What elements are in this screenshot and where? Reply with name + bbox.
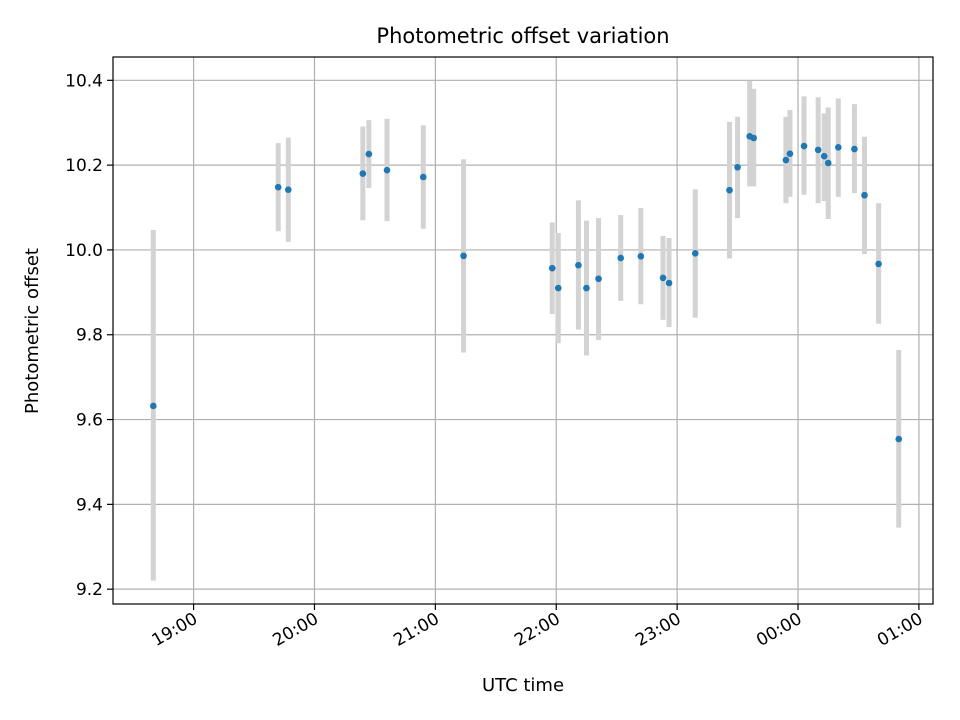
data-point [820,152,828,160]
data-point [274,183,282,191]
data-point [365,150,373,158]
data-points [149,132,903,443]
error-bars [150,81,902,581]
data-point [782,156,790,164]
y-tick-label: 10.4 [65,71,103,91]
data-point [637,252,645,260]
data-point [861,191,868,199]
data-point [786,150,794,157]
plot-frame [112,56,934,605]
chart-title: Photometric offset variation [376,24,669,48]
y-axis: 9.2 9.4 9.6 9.8 10.0 10.2 10.4 [65,71,113,600]
data-point [460,252,467,260]
data-point [875,260,882,268]
y-tick-label: 9.2 [76,580,103,600]
data-point [895,435,903,443]
x-axis: 19:00 20:00 21:00 22:00 23:00 00:00 01:00 [149,604,926,651]
x-tick-label: 21:00 [390,609,442,651]
data-point [383,166,391,174]
x-axis-title: UTC time [482,675,564,696]
y-tick-label: 10.0 [65,241,103,261]
y-axis-title: Photometric offset [22,248,43,414]
x-tick-label: 01:00 [874,609,926,651]
data-point [575,261,582,269]
data-point [595,275,602,283]
y-tick-label: 9.4 [76,495,103,515]
y-tick-label: 10.2 [65,156,103,176]
data-point [419,173,427,181]
x-tick-label: 20:00 [270,609,322,651]
x-tick-label: 19:00 [149,609,201,651]
x-tick-label: 22:00 [511,609,563,651]
data-point [835,144,842,151]
data-point [665,279,673,287]
grid [113,57,933,604]
data-point [548,264,556,272]
data-point [659,274,667,282]
data-point [149,402,157,410]
y-tick-label: 9.6 [76,411,103,431]
x-tick-label: 00:00 [753,609,805,651]
data-point [691,250,699,257]
x-tick-label: 23:00 [632,609,684,651]
data-point [851,145,858,153]
data-point [800,142,808,150]
y-tick-label: 9.8 [76,326,103,346]
data-point [583,284,590,292]
data-point [284,186,292,194]
data-point [750,134,757,142]
data-point [824,159,832,167]
data-point [734,163,741,171]
data-point [617,254,625,262]
data-point [554,284,562,292]
data-point [814,146,822,154]
data-point [726,186,733,194]
data-point [359,170,367,177]
